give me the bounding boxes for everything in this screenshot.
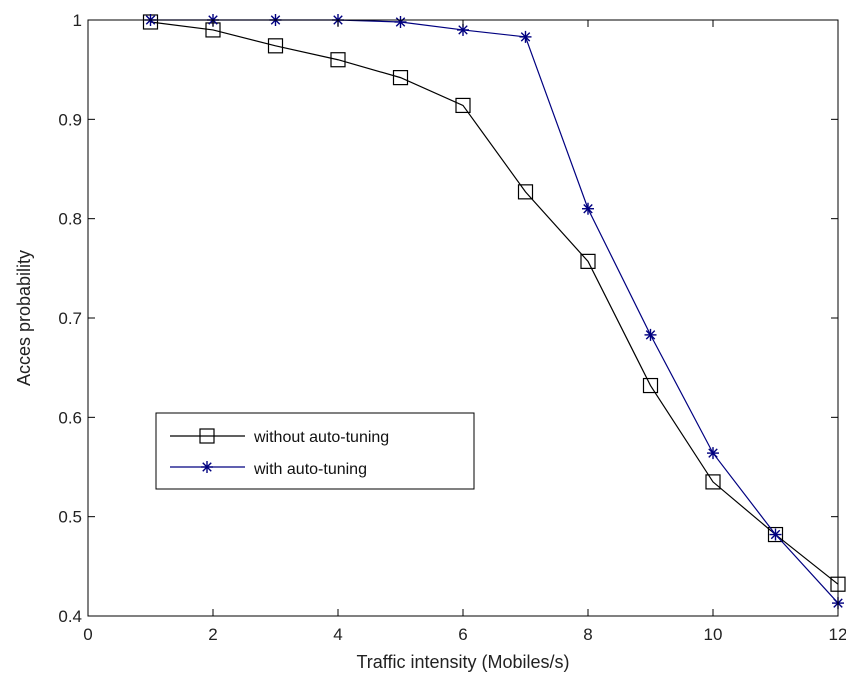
data-point — [455, 97, 471, 114]
data-point — [642, 377, 659, 394]
y-tick-label: 0.5 — [58, 508, 82, 527]
data-point — [580, 253, 596, 269]
x-tick-label: 10 — [704, 625, 723, 644]
data-point — [582, 202, 594, 215]
legend-label-with-auto-tuning: with auto-tuning — [253, 461, 367, 478]
data-point — [644, 328, 657, 341]
legend-items — [170, 428, 245, 473]
y-tick-label: 1 — [73, 11, 82, 30]
data-point — [330, 52, 346, 68]
x-tick-label: 6 — [458, 625, 467, 644]
data-point — [519, 30, 532, 43]
legend-label-without-auto-tuning: without auto-tuning — [253, 429, 389, 446]
legend: without auto-tuning with auto-tuning — [155, 412, 475, 490]
y-tick-label: 0.4 — [58, 607, 82, 626]
ticks-layer — [87, 19, 839, 617]
data-point — [394, 15, 407, 28]
tick-labels-layer: 0 2 4 6 8 10 12 0.4 0.5 0.6 0.7 0.8 0.9 1 — [58, 11, 846, 644]
x-tick-label: 0 — [83, 625, 92, 644]
data-point — [769, 528, 782, 541]
legend-box — [155, 412, 475, 490]
data-point — [267, 38, 284, 54]
x-axis-label: Traffic intensity (Mobiles/s) — [356, 652, 569, 672]
data-point — [705, 474, 721, 490]
y-axis-label: Acces probability — [14, 250, 34, 386]
x-tick-label: 8 — [583, 625, 592, 644]
x-tick-label: 4 — [333, 625, 342, 644]
x-tick-label: 12 — [829, 625, 846, 644]
data-point — [707, 447, 719, 460]
y-tick-label: 0.9 — [58, 110, 82, 129]
data-point — [767, 526, 784, 543]
data-point — [392, 70, 409, 86]
legend-marker — [201, 461, 213, 473]
legend-marker — [199, 428, 215, 444]
y-tick-label: 0.7 — [58, 309, 82, 328]
y-tick-label: 0.8 — [58, 210, 82, 229]
series-0 — [142, 14, 846, 592]
x-tick-label: 2 — [208, 625, 217, 644]
y-tick-label: 0.6 — [58, 408, 82, 427]
series-line — [150, 21, 839, 585]
data-point — [517, 184, 534, 200]
